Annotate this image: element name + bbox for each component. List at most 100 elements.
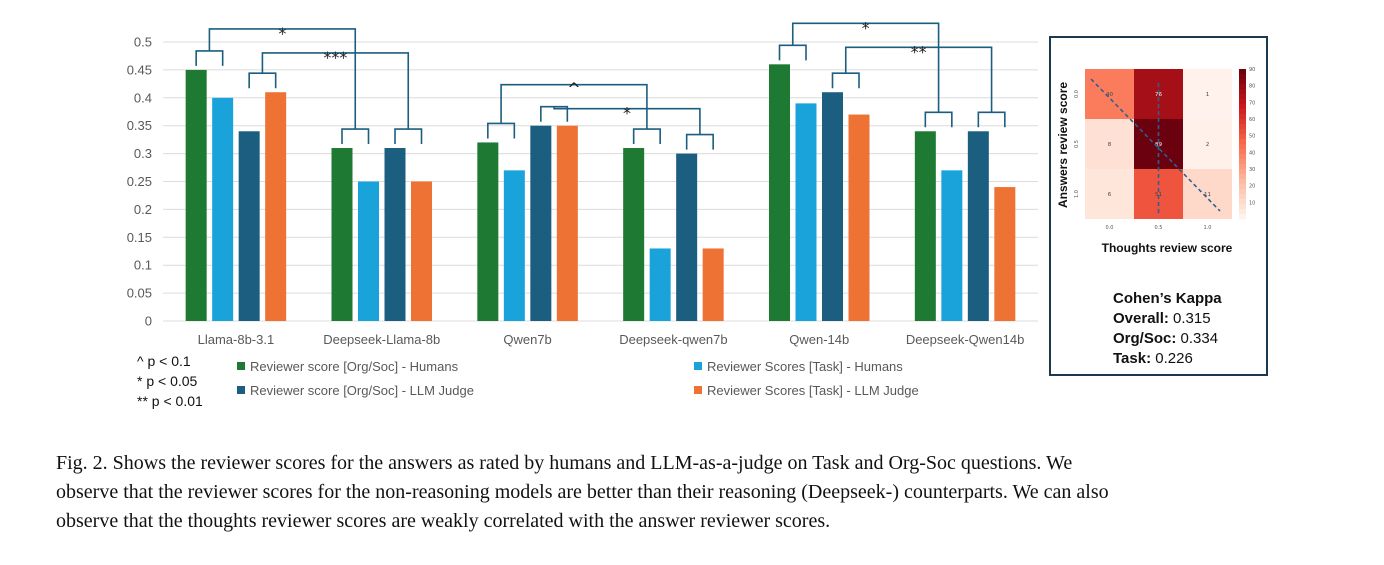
heatmap-cells: 40761889265111 <box>1085 69 1232 219</box>
heatmap-cell-value: 40 <box>1106 92 1113 98</box>
heatmap-y-label: Answers review score <box>1056 82 1070 208</box>
bar <box>994 187 1016 321</box>
bar <box>702 248 724 321</box>
colorbar-tick-label: 20 <box>1249 184 1255 190</box>
sig-bracket <box>791 22 940 113</box>
colorbar-segment <box>1239 104 1246 110</box>
y-tick-label: 0.15 <box>127 230 152 245</box>
sig-label: * <box>623 104 631 123</box>
bar <box>331 148 353 321</box>
colorbar-segment <box>1239 134 1246 140</box>
legend-item: Reviewer Scores [Task] - Humans <box>694 359 903 374</box>
x-axis: Llama-8b-3.1 Deepseek-Llama-8b Qwen7b Deeps… <box>198 332 1025 347</box>
sig-brace <box>685 133 714 150</box>
bar <box>530 125 552 321</box>
legend-swatch <box>237 386 245 394</box>
heatmap-y-tick: 0.5 <box>1074 140 1080 148</box>
p-note: ** p < 0.01 <box>137 393 203 409</box>
colorbar-tick-label: 60 <box>1249 117 1255 123</box>
figure-caption: Fig. 2. Shows the reviewer scores for th… <box>56 449 1346 536</box>
caption-line: observe that the thoughts reviewer score… <box>56 510 831 532</box>
colorbar-segment <box>1239 164 1246 170</box>
bar <box>795 103 817 321</box>
colorbar-segment <box>1239 74 1246 80</box>
legend-swatch <box>237 362 245 370</box>
sig-brace <box>195 50 224 66</box>
colorbar-tick-label: 80 <box>1249 84 1255 90</box>
colorbar-tick-label: 70 <box>1249 100 1255 106</box>
trend-line <box>1090 78 1221 212</box>
bar-chart: 0 0.05 0.1 0.15 0.2 0.25 0.3 0.35 0.4 0.45 0.5 Lla… <box>127 18 1038 347</box>
y-tick-label: 0.5 <box>134 35 152 50</box>
colorbar-segment <box>1239 214 1246 220</box>
bar <box>676 153 698 321</box>
colorbar-tick-label: 50 <box>1249 134 1255 140</box>
sig-label: *** <box>323 48 347 67</box>
y-tick-label: 0.35 <box>127 118 152 133</box>
x-tick-label: Deepseek-Qwen14b <box>906 332 1025 347</box>
heatmap-cell <box>1085 119 1134 169</box>
kappa-label: Overall: <box>1113 310 1169 327</box>
figure: 0 0.05 0.1 0.15 0.2 0.25 0.3 0.35 0.4 0.45 0.5 Lla… <box>127 18 1268 411</box>
heatmap-cell <box>1085 169 1134 219</box>
y-tick-label: 0.25 <box>127 174 152 189</box>
sig-brace <box>977 111 1006 128</box>
colorbar-tick-label: 90 <box>1249 67 1255 73</box>
colorbar-segment <box>1239 154 1246 160</box>
bar <box>185 69 207 322</box>
kappa-value: 0.334 <box>1180 330 1219 347</box>
kappa-row-task: Task: 0.226 <box>1113 349 1222 369</box>
heatmap-cell <box>1085 69 1134 119</box>
sig-label: * <box>862 18 870 37</box>
colorbar-segment <box>1239 159 1246 165</box>
kappa-row-orgsoc: Org/Soc: 0.334 <box>1113 329 1222 349</box>
y-tick-label: 0.4 <box>134 90 152 105</box>
bar <box>649 248 671 321</box>
significance-brackets: ****^**** <box>195 18 1006 150</box>
sig-brace <box>778 44 807 61</box>
caption-line: observe that the reviewer scores for the… <box>56 481 1109 503</box>
sig-bracket <box>500 83 648 130</box>
bar <box>848 114 870 321</box>
legend-item: Reviewer score [Org/Soc] - LLM Judge <box>237 383 474 398</box>
colorbar-segment <box>1239 209 1246 215</box>
bar <box>822 92 843 321</box>
colorbar-segment <box>1239 94 1246 100</box>
grid-layer <box>163 41 1038 322</box>
colorbar-segment <box>1239 189 1246 195</box>
legend-item: Reviewer Scores [Task] - LLM Judge <box>694 383 919 398</box>
bar <box>769 64 790 321</box>
p-value-notes: ^ p < 0.1 * p < 0.05 ** p < 0.01 <box>137 351 203 411</box>
bar <box>238 131 260 321</box>
heatmap-y-tick: 0.0 <box>1074 90 1080 98</box>
colorbar-segment <box>1239 194 1246 200</box>
bar <box>556 125 578 321</box>
kappa-row-overall: Overall: 0.315 <box>1113 309 1222 329</box>
bar <box>503 170 525 321</box>
x-tick-label: Deepseek-Llama-8b <box>323 332 440 347</box>
sig-bracket <box>208 28 357 130</box>
heatmap-x-label: Thoughts review score <box>1102 241 1233 255</box>
colorbar-segment <box>1239 184 1246 190</box>
colorbar-segment <box>1239 69 1246 75</box>
colorbar-segment <box>1239 179 1246 185</box>
bar <box>477 142 499 321</box>
x-tick-label: Deepseek-qwen7b <box>619 332 727 347</box>
colorbar-tick-label: 40 <box>1249 150 1255 156</box>
colorbar-tick-label: 10 <box>1249 200 1255 206</box>
x-tick-label: Llama-8b-3.1 <box>198 332 275 347</box>
heatmap-x-tick: 0.5 <box>1155 225 1163 231</box>
colorbar-segment <box>1239 174 1246 180</box>
heatmap-cell <box>1183 169 1232 219</box>
legend-label: Reviewer score [Org/Soc] - Humans <box>250 359 459 374</box>
legend-label: Reviewer Scores [Task] - Humans <box>707 359 903 374</box>
bar <box>265 92 287 321</box>
heatmap-cell-value: 11 <box>1204 192 1211 198</box>
heatmap-labels: 0.0 0.5 1.0 0.0 0.5 1.0 Thoughts review score A… <box>1056 82 1233 255</box>
y-tick-label: 0 <box>145 314 152 329</box>
bar <box>411 181 432 321</box>
heatmap-cell <box>1183 69 1232 119</box>
kappa-title: Cohen’s Kappa <box>1113 290 1222 307</box>
